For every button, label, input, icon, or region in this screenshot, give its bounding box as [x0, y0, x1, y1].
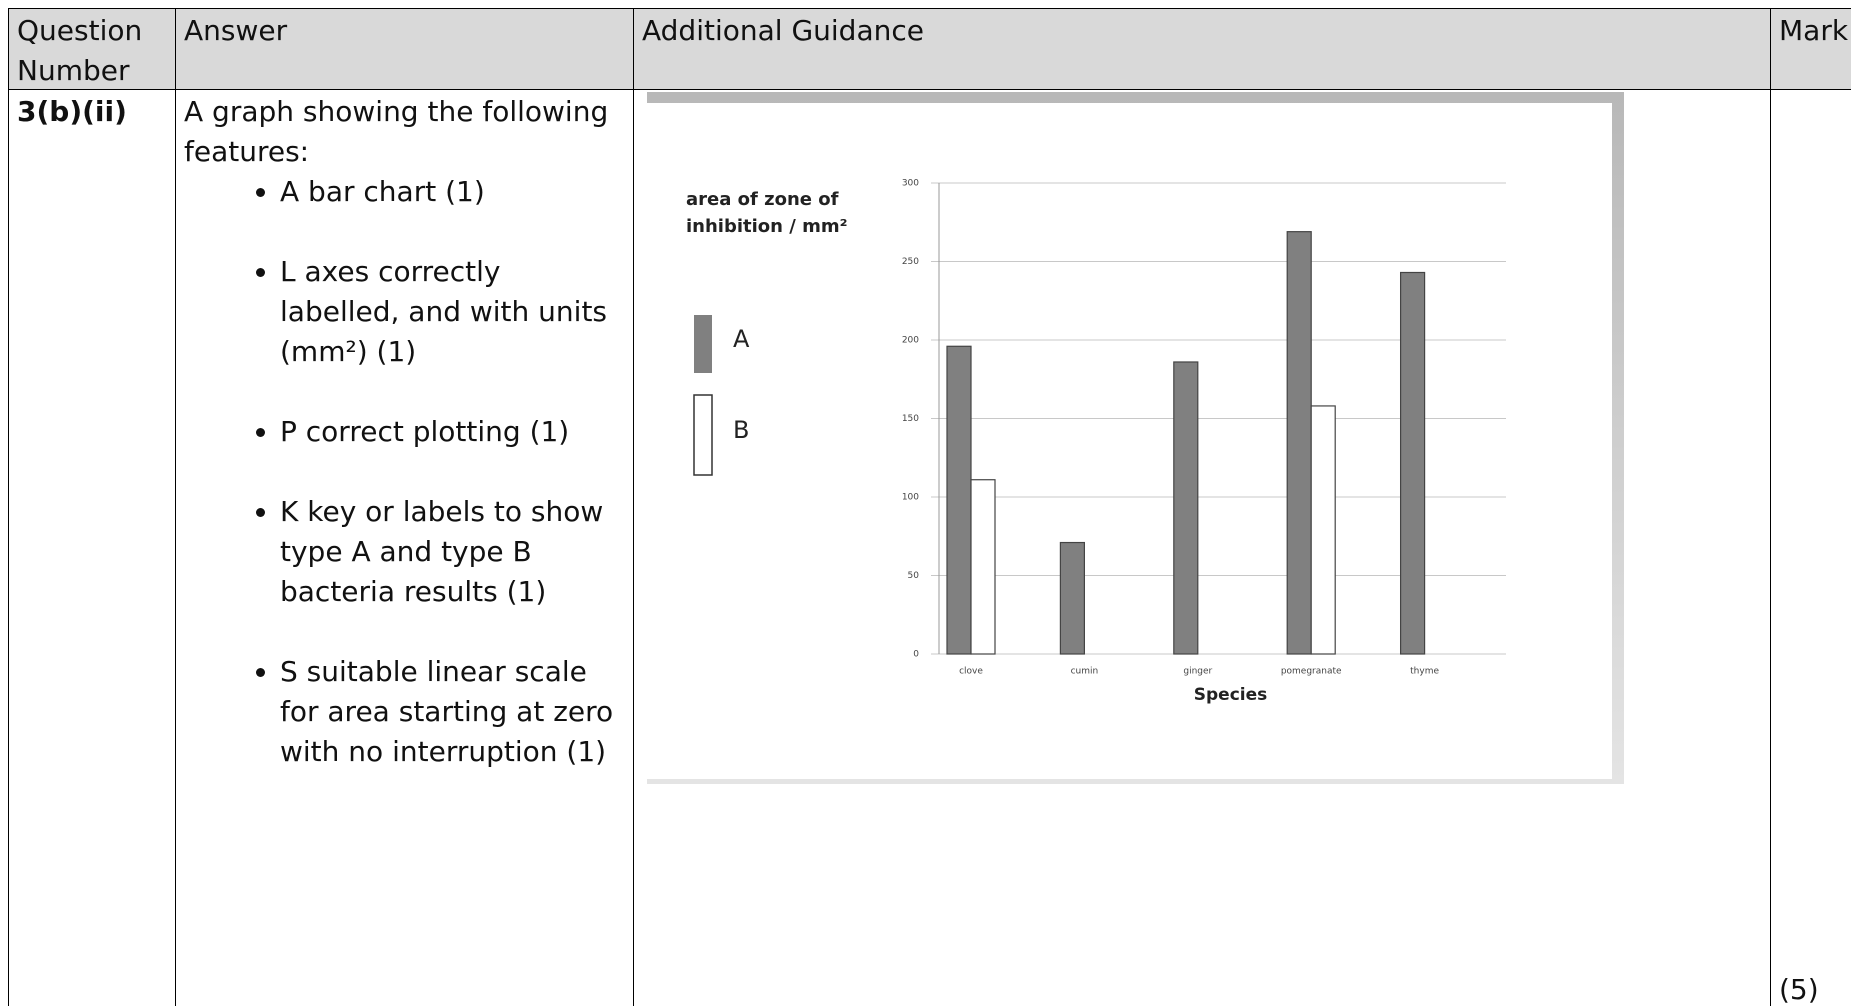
- x-tick-label: thyme: [1410, 667, 1439, 677]
- x-axis-label: Species: [1194, 685, 1268, 705]
- answer-bullet: S suitable linear scale for area startin…: [280, 652, 625, 772]
- y-axis-label: area of zone of inhibition / mm²: [686, 189, 848, 237]
- mark-cell: (5): [1770, 89, 1851, 1006]
- x-tick-label: clove: [959, 667, 983, 677]
- mark: (5): [1779, 973, 1819, 1006]
- chart-background: [647, 103, 1612, 779]
- y-tick-label: 250: [902, 257, 919, 267]
- y-tick-label: 300: [902, 179, 919, 189]
- question-cell: 3(b)(ii): [8, 89, 176, 1006]
- legend-label: A: [733, 325, 750, 353]
- bar: [1286, 231, 1312, 655]
- x-tick-label: ginger: [1183, 667, 1212, 677]
- answer-bullet: P correct plotting (1): [280, 412, 625, 452]
- bar: [946, 345, 972, 655]
- x-tick-label: cumin: [1071, 667, 1099, 677]
- chart: 0 50 100 150 200 250 300 clove cumin ginger pomegr…: [647, 92, 1624, 784]
- x-tick-label: pomegranate: [1281, 667, 1342, 677]
- y-tick-label: 100: [902, 493, 919, 503]
- answer-bullet: K key or labels to show type A and type …: [280, 492, 625, 612]
- header-cell: Mark: [1770, 8, 1851, 90]
- answer-cell: A graph showing the following features: …: [175, 89, 634, 1006]
- y-tick-label: 200: [902, 336, 919, 346]
- answer-bullet: L axes correctly labelled, and with unit…: [280, 252, 625, 372]
- bar: [1310, 405, 1336, 655]
- legend-label: B: [733, 416, 749, 444]
- bar: [1399, 271, 1426, 655]
- legend-swatch: [693, 394, 713, 476]
- legend-swatch: [694, 315, 712, 373]
- answer-list: A bar chart (1) L axes correctly labelled…: [184, 172, 625, 772]
- answer-intro: A graph showing the following features:: [184, 95, 609, 168]
- header-cell: Additional Guidance: [633, 8, 1771, 90]
- y-tick-label: 150: [902, 414, 919, 424]
- bar: [1059, 541, 1085, 655]
- header-cell: Answer: [175, 8, 634, 90]
- bar: [970, 479, 996, 655]
- answer-bullet: A bar chart (1): [280, 172, 625, 212]
- header-cell: Question Number: [8, 8, 176, 90]
- y-tick-label: 0: [913, 650, 919, 660]
- bar: [1173, 361, 1199, 655]
- y-tick-label: 50: [908, 571, 920, 581]
